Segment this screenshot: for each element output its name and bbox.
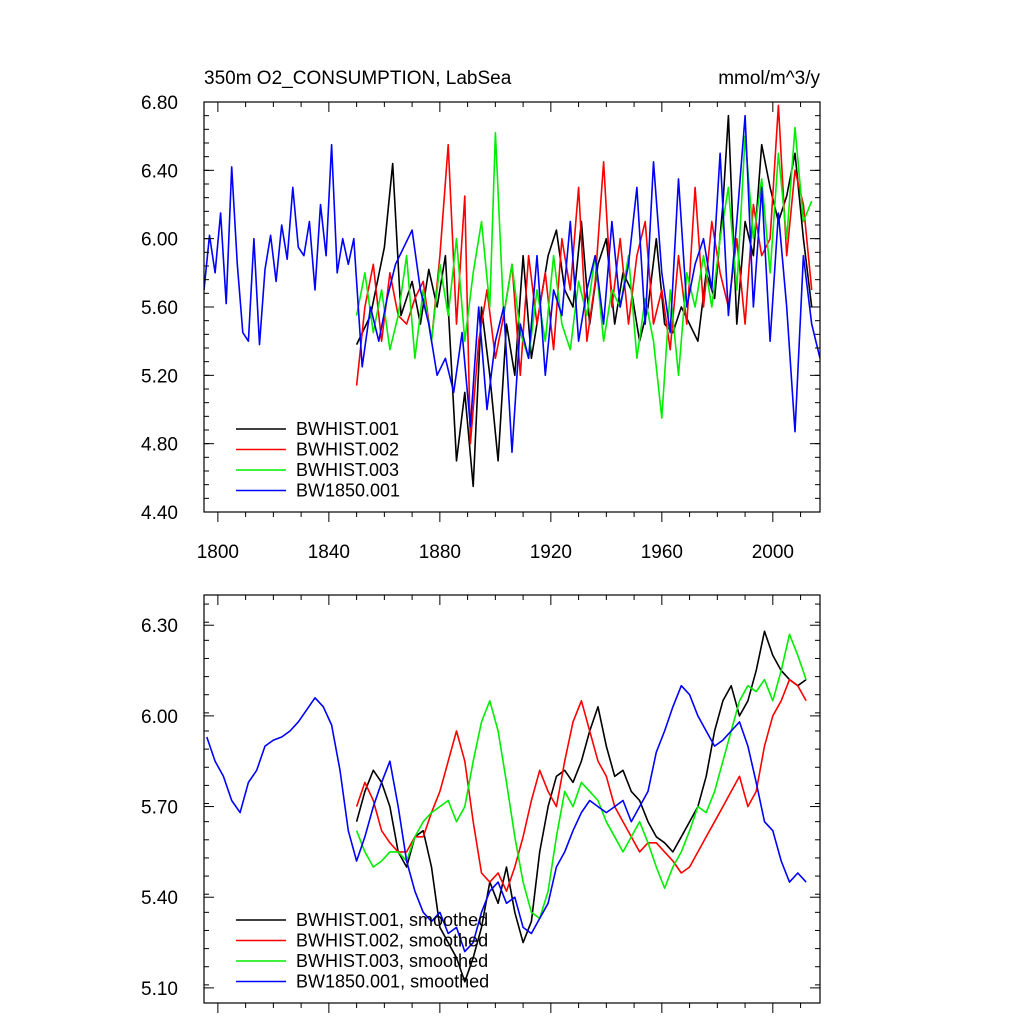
series-group	[206, 630, 807, 983]
x-tick-label: 1840	[308, 542, 350, 563]
panel-bottom: 5.10 5.40 5.70 6.00 6.30 BWHIST.001, smoothed…	[141, 594, 821, 1013]
series-group	[204, 104, 820, 488]
legend-label: BWHIST.002	[296, 440, 399, 460]
legend-label: BWHIST.001	[296, 419, 399, 439]
y-tick-label: 5.10	[141, 979, 178, 1000]
y-tick-label: 6.00	[141, 707, 178, 728]
y-tick-label: 6.00	[141, 230, 178, 251]
x-tick-label: 1880	[419, 542, 461, 563]
x-tick-label: 2000	[752, 542, 794, 563]
x-tick-label: 1920	[530, 542, 572, 563]
legend-label: BWHIST.003, smoothed	[296, 951, 488, 971]
y-tick-label: 5.20	[141, 366, 178, 387]
y-tick-label: 5.60	[141, 298, 178, 319]
series-line-1	[355, 630, 807, 983]
legend-label: BW1850.001, smoothed	[296, 972, 489, 992]
series-line-4	[204, 114, 820, 454]
y-tick-label: 4.80	[141, 435, 178, 456]
plot-frame	[203, 594, 821, 1004]
y-tick-label: 6.80	[141, 93, 178, 114]
y-tick-label: 6.30	[141, 616, 178, 637]
legend-label: BWHIST.001, smoothed	[296, 910, 488, 930]
legend-label: BWHIST.003	[296, 460, 399, 480]
y-tick-label: 5.40	[141, 888, 178, 909]
y-tick-label: 4.40	[141, 503, 178, 524]
legend-label: BWHIST.002, smoothed	[296, 931, 488, 951]
x-tick-label: 1960	[641, 542, 683, 563]
series-line-3	[355, 126, 813, 419]
legend-label: BW1850.001	[296, 481, 400, 501]
figure-title: 350m O2_CONSUMPTION, LabSea	[204, 68, 512, 89]
panel-top: 4.40 4.80 5.20 5.60 6.00 6.40 6.80 1800 1840 1880…	[141, 93, 821, 563]
x-tick-label: 1800	[197, 542, 239, 563]
y-tick-label: 5.70	[141, 798, 178, 819]
units-label: mmol/m^3/y	[718, 68, 820, 89]
y-tick-label: 6.40	[141, 161, 178, 182]
series-line-4	[206, 684, 807, 953]
